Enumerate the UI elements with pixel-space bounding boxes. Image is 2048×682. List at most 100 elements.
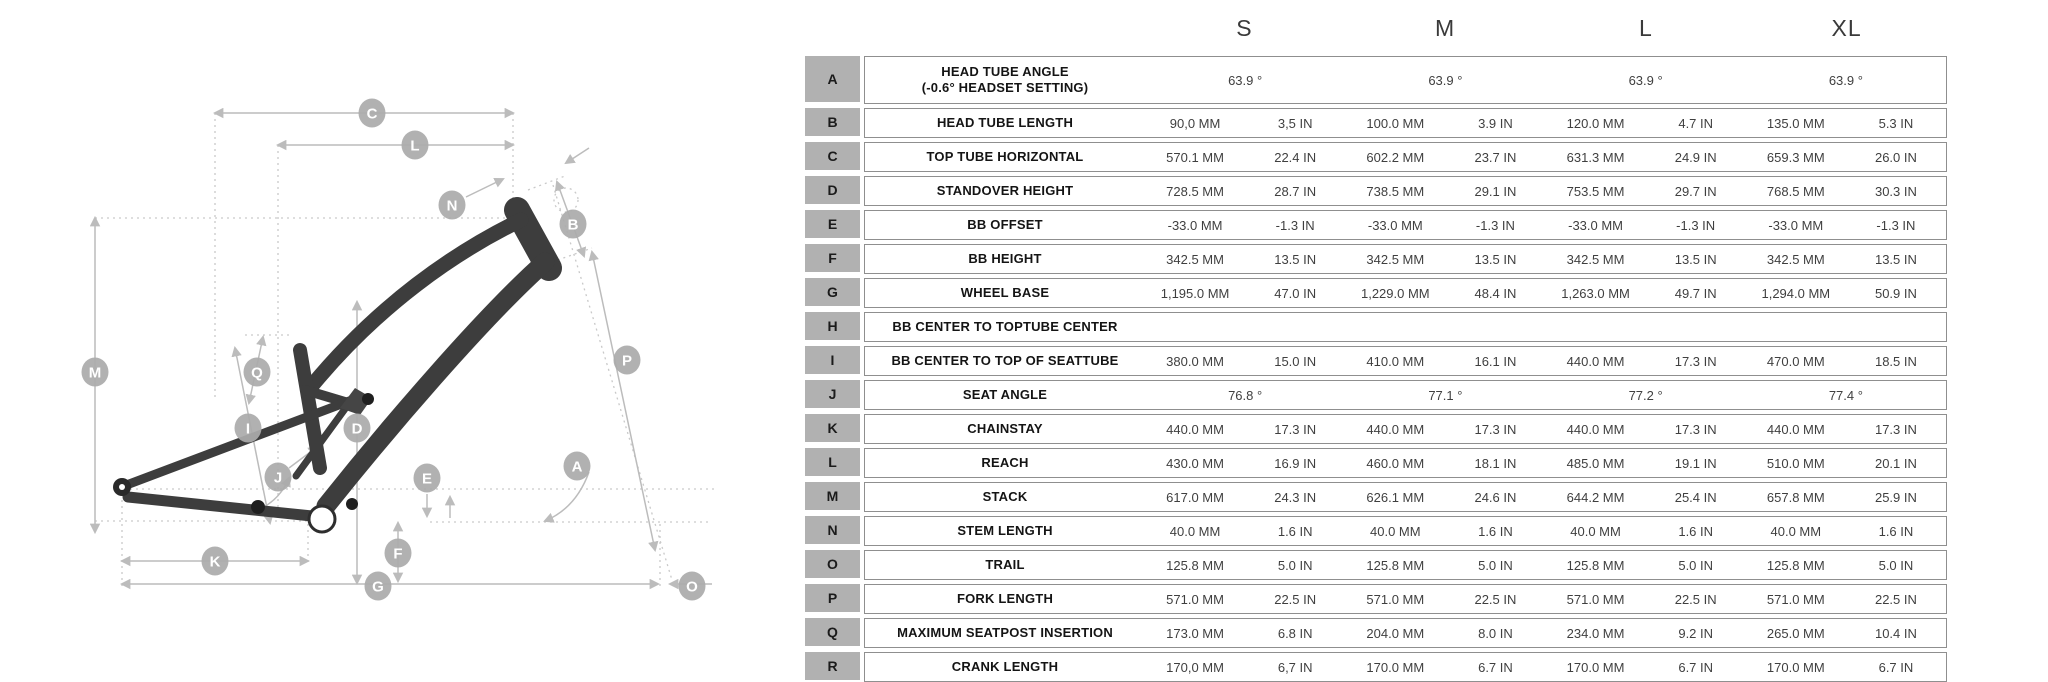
dimension-letter: N [447, 198, 458, 215]
dimension-bubble-c [358, 98, 386, 128]
value-cell: 16.9 IN [1274, 455, 1317, 471]
row-content: WHEEL BASE 1,195.0 MM 47.0 IN 1,229.0 MM 48.… [864, 278, 1947, 308]
table-row-c: C TOP TUBE HORIZONTAL 570.1 MM 22.4 IN 602.2… [805, 142, 1947, 172]
value-cell: 170.0 MM [1766, 659, 1825, 675]
value-cell: 6,7 IN [1277, 659, 1313, 675]
value-cell: -1.3 IN [1876, 217, 1916, 233]
value-cell: 170.0 MM [1566, 659, 1625, 675]
pivot [346, 498, 358, 510]
value-cell: 571.0 MM [1166, 591, 1224, 607]
row-content: FORK LENGTH 571.0 MM 22.5 IN 571.0 MM 22.5 I… [864, 584, 1947, 614]
dimension-letter: O [686, 579, 698, 596]
value-cell: 644.2 MM [1566, 489, 1625, 505]
row-content: SEAT ANGLE 76.8 ° 77.1 ° 77.2 ° 77.4 ° [864, 380, 1947, 410]
value-cell: 13.5 IN [1674, 251, 1717, 267]
row-content: STEM LENGTH 40.0 MM 1.6 IN 40.0 MM 1.6 IN 40.… [864, 516, 1947, 546]
value-cell: 440.0 MM [1166, 421, 1224, 437]
row-letter: A [805, 56, 860, 102]
dimension-bubble-n [438, 190, 466, 220]
value-cell: 90,0 MM [1169, 115, 1221, 131]
value-cell: 17.3 IN [1674, 353, 1717, 369]
value-cell: 1.6 IN [1878, 523, 1914, 539]
value-cell: 204.0 MM [1366, 625, 1425, 641]
size-header-xl: XL [1831, 14, 1862, 41]
value-cell: 342.5 MM [1166, 251, 1224, 267]
value-cell: 570.1 MM [1166, 149, 1224, 165]
value-cell: 602.2 MM [1366, 149, 1425, 165]
value-cell: 23.7 IN [1474, 149, 1517, 165]
dimension-letter: L [410, 138, 419, 155]
row-content: BB CENTER TO TOP OF SEATTUBE 380.0 MM 15.0… [864, 346, 1947, 376]
dimension-letter: F [393, 546, 402, 563]
row-content: CHAINSTAY 440.0 MM 17.3 IN 440.0 MM 17.3 IN 4… [864, 414, 1947, 444]
value-cell: 728.5 MM [1166, 183, 1224, 199]
value-cell: 1,263.0 MM [1561, 285, 1630, 301]
value-cell: 410.0 MM [1366, 353, 1425, 369]
dimension-bubble-a [563, 451, 591, 481]
row-label: STANDOVER HEIGHT [936, 182, 1074, 198]
value-cell: 440.0 MM [1766, 421, 1825, 437]
value-cell: 470.0 MM [1766, 353, 1825, 369]
row-label: BB HEIGHT [968, 250, 1042, 266]
value-cell: 626.1 MM [1366, 489, 1425, 505]
value-cell: -33.0 MM [1768, 217, 1824, 233]
dimension-letter: E [422, 471, 432, 488]
row-content: CRANK LENGTH 170,0 MM 6,7 IN 170.0 MM 6.7 IN… [864, 652, 1947, 682]
dimension-letter: M [89, 365, 102, 382]
value-cell: 22.5 IN [1274, 591, 1317, 607]
value-cell: 342.5 MM [1766, 251, 1825, 267]
dimension-letter: J [274, 470, 282, 487]
table-row-b: B HEAD TUBE LENGTH 90,0 MM 3,5 IN 100.0 MM 3.… [805, 108, 1947, 138]
dimension-letter: B [568, 217, 579, 234]
dimension-bubble-i [234, 413, 262, 443]
value-cell: 25.4 IN [1674, 489, 1717, 505]
value-cell: 22.5 IN [1874, 591, 1917, 607]
value-cell: 5.0 IN [1478, 557, 1513, 573]
value-cell: 18.1 IN [1474, 455, 1517, 471]
value-cell: 40.0 MM [1370, 523, 1421, 539]
value-cell: 440.0 MM [1566, 353, 1625, 369]
value-cell: 5.0 IN [1678, 557, 1714, 573]
degree-value-cell: 63.9 ° [1428, 72, 1463, 88]
value-cell: 173.0 MM [1166, 625, 1224, 641]
row-label: STEM LENGTH [957, 522, 1053, 538]
value-cell: 16.1 IN [1474, 353, 1517, 369]
degree-value-cell: 63.9 ° [1628, 72, 1663, 88]
value-cell: 17.3 IN [1874, 421, 1917, 437]
row-letter: D [805, 176, 860, 204]
row-label: REACH [981, 454, 1029, 470]
value-cell: 50.9 IN [1874, 285, 1917, 301]
value-cell: 753.5 MM [1566, 183, 1625, 199]
size-header-m: M [1435, 14, 1456, 41]
dimension-bubble-b [559, 209, 587, 239]
value-cell: 29.1 IN [1474, 183, 1517, 199]
value-cell: -33.0 MM [1568, 217, 1624, 233]
value-cell: -1.3 IN [1475, 217, 1515, 233]
dimension-letter: P [622, 353, 632, 370]
value-cell: 135.0 MM [1766, 115, 1825, 131]
table-row-i: I BB CENTER TO TOP OF SEATTUBE 380.0 MM 15.… [805, 346, 1947, 376]
bike-frame-diagram: A B C D E FG I J K L M N O P Q [81, 98, 715, 601]
row-letter: M [805, 482, 860, 510]
value-cell: 342.5 MM [1566, 251, 1625, 267]
value-cell: 13.5 IN [1274, 251, 1317, 267]
row-letter: B [805, 108, 860, 136]
table-row-l: L REACH 430.0 MM 16.9 IN 460.0 MM 18.1 IN 485.… [805, 448, 1947, 478]
row-letter: I [805, 346, 860, 374]
value-cell: 15.0 IN [1274, 353, 1317, 369]
geometry-rows: A HEAD TUBE ANGLE (-0.6° HEADSET SETTING) 6… [805, 56, 1947, 682]
value-cell: 571.0 MM [1766, 591, 1825, 607]
row-letter: O [805, 550, 860, 578]
table-row-g: G WHEEL BASE 1,195.0 MM 47.0 IN 1,229.0 MM 48… [805, 278, 1947, 308]
degree-value-cell: 63.9 ° [1228, 72, 1263, 88]
degree-value-cell: 63.9 ° [1828, 72, 1863, 88]
row-content: STACK 617.0 MM 24.3 IN 626.1 MM 24.6 IN 644.2… [864, 482, 1947, 512]
value-cell: 659.3 MM [1766, 149, 1825, 165]
value-cell: 440.0 MM [1366, 421, 1425, 437]
size-header-l: L [1638, 14, 1653, 41]
dimension-letter: D [352, 421, 363, 438]
value-cell: 342.5 MM [1366, 251, 1425, 267]
value-cell: 5.0 IN [1277, 557, 1313, 573]
value-cell: 13.5 IN [1874, 251, 1917, 267]
